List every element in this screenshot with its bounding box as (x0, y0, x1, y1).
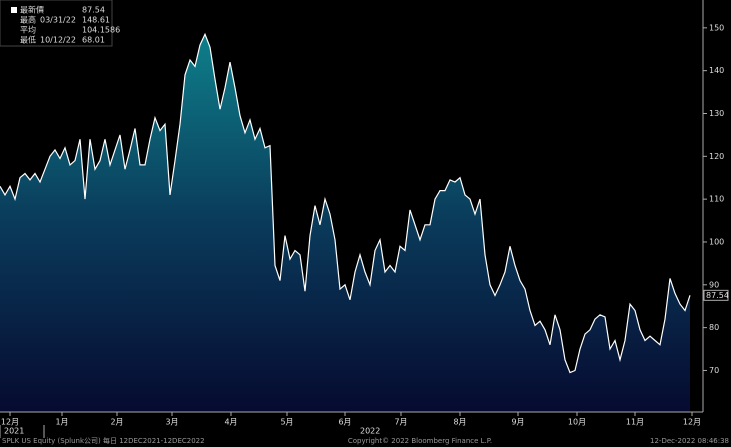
area (0, 34, 690, 413)
legend-swatch (11, 7, 17, 13)
x-tick-label: 10月 (568, 418, 586, 427)
x-tick-label: 3月 (165, 418, 178, 427)
year-label: 2021 (4, 427, 24, 436)
x-tick-label: 12月 (683, 418, 701, 427)
legend-box (0, 0, 113, 47)
legend-label: 平均 (20, 25, 36, 35)
legend-label: 最低 (20, 35, 36, 45)
y-tick-label: 110 (709, 195, 724, 204)
y-tick-label: 100 (709, 237, 724, 246)
x-tick-label: 1月 (55, 418, 68, 427)
footer-center: Copyright© 2022 Bloomberg Finance L.P. (348, 437, 492, 445)
x-tick-label: 11月 (626, 418, 644, 427)
x-tick-label: 7月 (394, 418, 407, 427)
legend-value: 104.1586 (82, 26, 120, 35)
plot (0, 32, 691, 413)
footer-left: SPLK US Equity (Splunk公司) 每日 12DEC2021-1… (2, 436, 205, 445)
x-tick-label: 2月 (110, 418, 123, 427)
legend-value: 68.01 (82, 36, 105, 45)
y-tick-label: 70 (709, 366, 719, 375)
y-tick-label: 80 (709, 323, 719, 332)
x-tick-label: 5月 (280, 418, 293, 427)
legend-date: 10/12/22 (40, 36, 76, 45)
legend-label: 最新價 (20, 5, 44, 15)
legend-label: 最高 (20, 15, 36, 25)
y-tick-label: 150 (709, 23, 724, 32)
last-value-tag (703, 289, 729, 301)
x-tick-label: 12月 (1, 418, 19, 427)
x-tick-label: 4月 (224, 418, 237, 427)
line (0, 32, 691, 374)
legend-value: 87.54 (82, 6, 105, 15)
x-tick-label: 8月 (453, 418, 466, 427)
legend-value: 148.61 (82, 16, 110, 25)
y-tick-label: 130 (709, 109, 724, 118)
x-tick-label: 6月 (338, 418, 351, 427)
last-value-label: 87.54 (706, 291, 729, 300)
year-label: 2022 (360, 427, 380, 436)
footer-right: 12-Dec-2022 08:46:38 (650, 437, 729, 445)
y-tick-label: 120 (709, 152, 724, 161)
y-tick-label: 140 (709, 66, 724, 75)
x-tick-label: 9月 (511, 418, 524, 427)
legend-date: 03/31/22 (40, 16, 76, 25)
y-tick-label: 90 (709, 280, 719, 289)
